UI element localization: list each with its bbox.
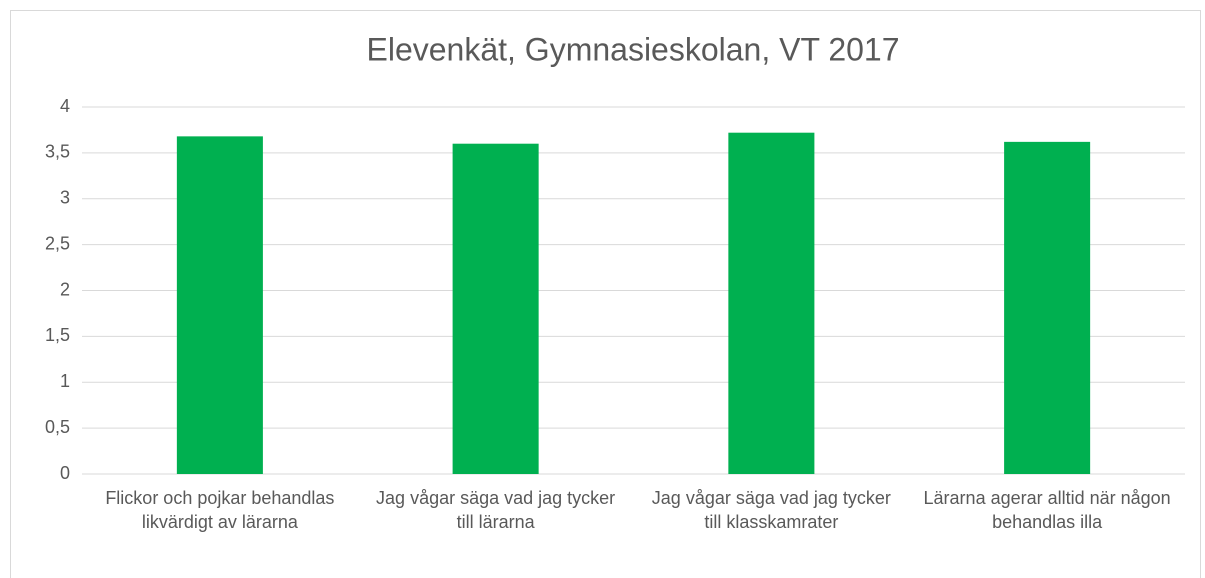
x-tick-label: Flickor och pojkar behandlas likvärdigt … [105,488,335,532]
chart-title: Elevenkät, Gymnasieskolan, VT 2017 [366,31,899,67]
bar [452,143,539,474]
y-tick-label: 3,5 [45,142,70,162]
x-tick-label: Jag vågar säga vad jag tycker till lärar… [376,488,616,532]
y-tick-label: 1,5 [45,325,70,345]
y-tick-label: 2 [60,279,70,299]
chart-border [10,10,1201,578]
bar [728,132,815,474]
y-tick-label: 3 [60,188,70,208]
y-tick-label: 1 [60,371,70,391]
y-tick-label: 0 [60,463,70,483]
bar [1004,141,1091,475]
y-tick-label: 4 [60,96,70,116]
x-tick-label: Jag vågar säga vad jag tycker till klass… [651,488,891,532]
x-tick-label: Lärarna agerar alltid när någon behandla… [923,488,1171,532]
bar [176,136,263,475]
y-tick-label: 0,5 [45,417,70,437]
y-tick-label: 2,5 [45,233,70,253]
